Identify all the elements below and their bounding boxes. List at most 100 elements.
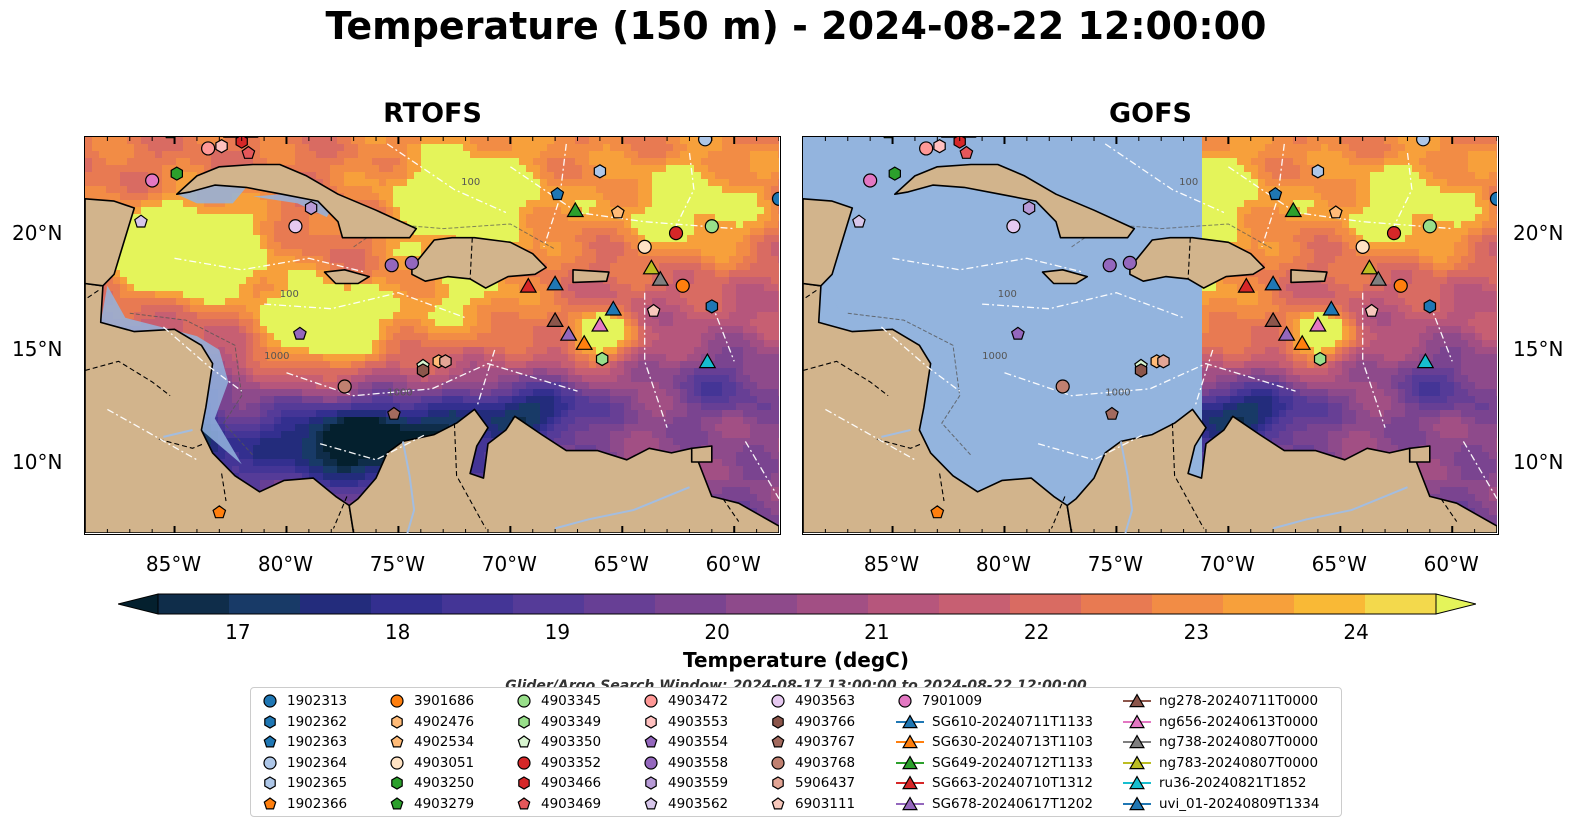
glider-marker[interactable] [642, 259, 661, 275]
argo-float-marker[interactable] [387, 406, 401, 420]
argo-float-marker[interactable] [705, 299, 719, 314]
argo-float-marker[interactable] [1423, 299, 1437, 314]
lon-label-gofs: 85°W [863, 552, 920, 576]
argo-float-marker[interactable] [550, 186, 565, 201]
glider-marker[interactable] [1360, 259, 1379, 275]
glider-marker[interactable] [1309, 316, 1327, 332]
legend-item: 7901009 [896, 691, 982, 711]
argo-float-marker[interactable] [404, 255, 419, 270]
argo-float-marker[interactable] [1010, 326, 1025, 340]
argo-float-marker[interactable] [134, 214, 148, 228]
argo-float-marker[interactable] [704, 219, 719, 234]
glider-marker[interactable] [651, 270, 670, 286]
argo-float-marker[interactable] [668, 226, 684, 241]
legend-label: 1902313 [287, 693, 348, 709]
glider-marker[interactable] [1322, 300, 1341, 316]
colorbar-tick-label: 21 [864, 620, 890, 644]
argo-float-marker[interactable] [1328, 205, 1343, 219]
glider-marker[interactable] [1264, 275, 1282, 291]
argo-float-marker[interactable] [201, 141, 216, 156]
argo-float-marker[interactable] [1134, 363, 1148, 378]
argo-float-marker[interactable] [215, 139, 228, 154]
argo-float-marker[interactable] [337, 379, 352, 394]
glider-marker[interactable] [1277, 325, 1296, 341]
glider-marker[interactable] [566, 201, 585, 218]
map-panel-gofs[interactable]: 100 100 1000 1000 [802, 136, 1499, 535]
argo-float-marker[interactable] [145, 173, 160, 188]
argo-float-marker[interactable] [1105, 406, 1119, 420]
argo-float-marker[interactable] [698, 137, 713, 147]
argo-float-marker[interactable] [439, 354, 452, 369]
argo-float-marker[interactable] [1006, 219, 1021, 234]
glider-marker[interactable] [1237, 277, 1256, 293]
argo-float-marker[interactable] [164, 137, 176, 139]
lon-label-gofs: 65°W [1311, 552, 1367, 576]
map-panel-rtofs[interactable]: 100 100 1000 1000 [84, 136, 781, 535]
colorbar-segment [868, 594, 940, 614]
legend-label: 4903472 [668, 693, 729, 709]
argo-float-marker[interactable] [882, 137, 894, 139]
argo-float-marker[interactable] [1102, 258, 1117, 273]
argo-float-marker[interactable] [1416, 137, 1431, 147]
glider-marker[interactable] [604, 300, 623, 316]
glider-marker[interactable] [1369, 270, 1388, 286]
contour-label: 1000 [982, 351, 1007, 362]
argo-float-marker[interactable] [593, 164, 607, 179]
legend-item: uvi_01-20240809T1334 [1123, 794, 1319, 814]
argo-float-marker[interactable] [235, 137, 248, 149]
argo-float-marker[interactable] [1022, 200, 1036, 216]
argo-float-marker[interactable] [212, 505, 227, 519]
lon-label-rtofs: 65°W [593, 552, 649, 576]
legend-label: 4903559 [668, 775, 729, 791]
argo-float-marker[interactable] [1355, 239, 1370, 254]
argo-float-marker[interactable] [595, 351, 609, 367]
argo-float-marker[interactable] [1268, 186, 1283, 201]
argo-float-marker[interactable] [888, 166, 902, 181]
argo-float-marker[interactable] [1157, 354, 1170, 369]
argo-float-marker[interactable] [953, 137, 966, 149]
argo-float-marker[interactable] [1313, 351, 1327, 367]
glider-marker[interactable] [575, 334, 594, 350]
glider-marker[interactable] [1416, 352, 1435, 369]
argo-float-marker[interactable] [1489, 191, 1498, 206]
argo-float-marker[interactable] [863, 173, 878, 188]
argo-float-marker[interactable] [930, 505, 945, 519]
argo-float-marker[interactable] [1055, 379, 1070, 394]
argo-float-marker[interactable] [919, 141, 934, 156]
argo-float-marker[interactable] [170, 166, 184, 181]
legend-label: ng738-20240807T0000 [1159, 734, 1319, 750]
glider-marker[interactable] [591, 316, 609, 332]
argo-float-marker[interactable] [241, 145, 256, 159]
argo-float-marker[interactable] [1122, 255, 1137, 270]
glider-marker[interactable] [546, 275, 564, 291]
glider-marker[interactable] [698, 352, 717, 369]
colorbar-segment [726, 594, 798, 614]
argo-float-marker[interactable] [304, 200, 318, 216]
argo-float-marker[interactable] [1393, 278, 1408, 293]
argo-float-marker[interactable] [933, 139, 946, 154]
argo-float-marker[interactable] [292, 326, 307, 340]
argo-float-marker[interactable] [1364, 303, 1379, 317]
glider-marker[interactable] [1284, 201, 1303, 218]
argo-float-marker[interactable] [288, 219, 303, 234]
glider-marker[interactable] [546, 311, 564, 327]
argo-float-marker[interactable] [416, 363, 430, 378]
legend-label: ru36-20240821T1852 [1159, 775, 1307, 791]
argo-float-marker[interactable] [1422, 219, 1437, 234]
glider-marker[interactable] [1264, 311, 1282, 327]
argo-float-marker[interactable] [610, 205, 625, 219]
argo-float-marker[interactable] [384, 258, 399, 273]
argo-float-marker[interactable] [1386, 226, 1402, 241]
argo-float-marker[interactable] [852, 214, 866, 228]
argo-float-marker[interactable] [646, 303, 661, 317]
legend-label: 4903466 [541, 775, 602, 791]
argo-float-marker[interactable] [1311, 164, 1325, 179]
argo-float-marker[interactable] [771, 191, 780, 206]
glider-marker[interactable] [519, 277, 538, 293]
legend-label: 4903051 [414, 754, 475, 771]
argo-float-marker[interactable] [637, 239, 652, 254]
glider-marker[interactable] [1293, 334, 1312, 350]
glider-marker[interactable] [559, 325, 578, 341]
argo-float-marker[interactable] [959, 145, 974, 159]
argo-float-marker[interactable] [675, 278, 690, 293]
